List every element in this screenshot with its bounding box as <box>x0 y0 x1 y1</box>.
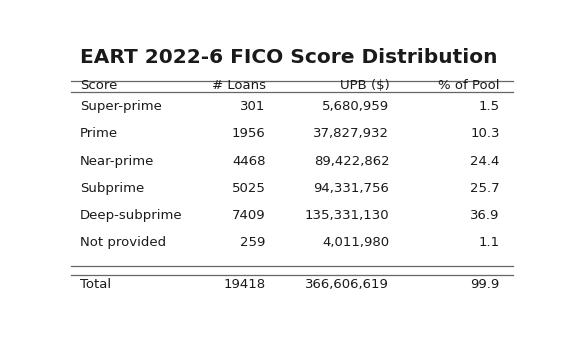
Text: Total: Total <box>80 278 111 292</box>
Text: 89,422,862: 89,422,862 <box>314 155 389 167</box>
Text: 37,827,932: 37,827,932 <box>314 127 389 140</box>
Text: 19418: 19418 <box>223 278 266 292</box>
Text: 10.3: 10.3 <box>470 127 500 140</box>
Text: Not provided: Not provided <box>80 236 166 249</box>
Text: Score: Score <box>80 79 117 92</box>
Text: 1956: 1956 <box>232 127 266 140</box>
Text: EART 2022-6 FICO Score Distribution: EART 2022-6 FICO Score Distribution <box>80 48 498 67</box>
Text: % of Pool: % of Pool <box>438 79 500 92</box>
Text: 36.9: 36.9 <box>470 209 500 222</box>
Text: 25.7: 25.7 <box>470 182 500 195</box>
Text: 1.1: 1.1 <box>479 236 500 249</box>
Text: Super-prime: Super-prime <box>80 100 162 113</box>
Text: 301: 301 <box>240 100 266 113</box>
Text: 5,680,959: 5,680,959 <box>322 100 389 113</box>
Text: 366,606,619: 366,606,619 <box>306 278 389 292</box>
Text: 7409: 7409 <box>232 209 266 222</box>
Text: # Loans: # Loans <box>211 79 266 92</box>
Text: Subprime: Subprime <box>80 182 144 195</box>
Text: 4,011,980: 4,011,980 <box>322 236 389 249</box>
Text: 5025: 5025 <box>232 182 266 195</box>
Text: 24.4: 24.4 <box>470 155 500 167</box>
Text: 94,331,756: 94,331,756 <box>314 182 389 195</box>
Text: Prime: Prime <box>80 127 118 140</box>
Text: Near-prime: Near-prime <box>80 155 154 167</box>
Text: 99.9: 99.9 <box>470 278 500 292</box>
Text: 259: 259 <box>240 236 266 249</box>
Text: Deep-subprime: Deep-subprime <box>80 209 183 222</box>
Text: 4468: 4468 <box>232 155 266 167</box>
Text: 1.5: 1.5 <box>479 100 500 113</box>
Text: 135,331,130: 135,331,130 <box>305 209 389 222</box>
Text: UPB ($): UPB ($) <box>340 79 389 92</box>
